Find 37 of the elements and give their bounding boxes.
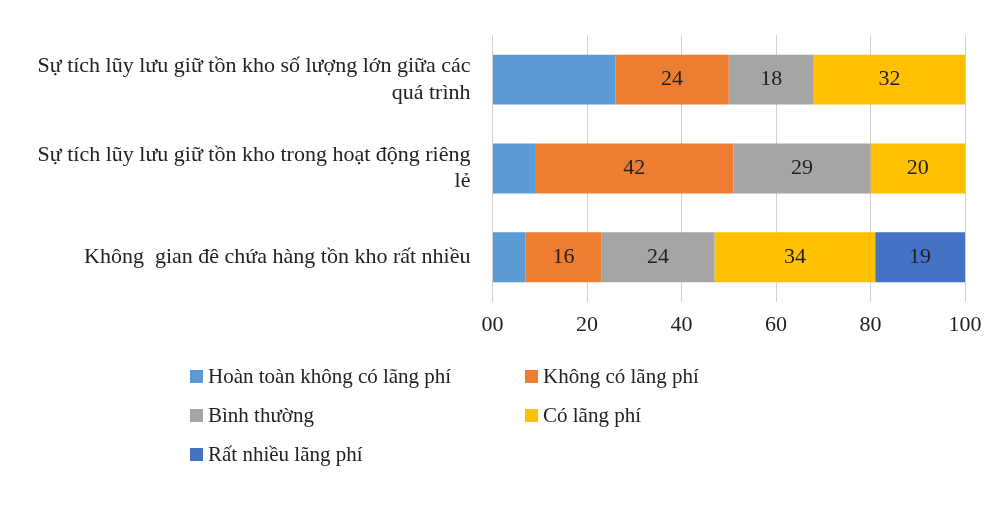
data-label: 32 xyxy=(878,65,901,91)
legend-label: Bình thường xyxy=(208,403,314,428)
legend-label: Không có lãng phí xyxy=(543,364,699,389)
legend-label: Hoàn toàn không có lãng phí xyxy=(208,364,452,389)
data-label: 20 xyxy=(906,154,929,180)
data-label: 34 xyxy=(783,242,806,268)
bar xyxy=(870,143,965,194)
bar xyxy=(493,232,526,283)
y-tick-label: Sự tích lũy lưu giữ tồn kho trong hoạt động riêng lẻ xyxy=(37,140,471,193)
data-label: 19 xyxy=(909,242,932,268)
bar xyxy=(525,232,602,283)
x-tick-label: 60 xyxy=(765,310,787,336)
x-tick-label: 00 xyxy=(481,310,504,336)
bar xyxy=(733,143,871,194)
y-tick-label: Không gian đê chứa hàng tồn kho rất nhiều xyxy=(84,242,471,268)
legend-label: Rất nhiều lãng phí xyxy=(208,442,363,467)
bar xyxy=(493,143,536,194)
bar xyxy=(615,54,729,105)
data-label: 24 xyxy=(646,242,669,268)
bar xyxy=(601,232,715,283)
data-label: 24 xyxy=(661,65,684,91)
y-tick-label: Sự tích lũy lưu giữ tồn kho số lượng lớn giữa các quá trình xyxy=(37,52,471,104)
bar xyxy=(875,232,965,283)
bar xyxy=(493,54,616,105)
data-label: 42 xyxy=(623,154,646,180)
data-label: 29 xyxy=(790,154,813,180)
bar xyxy=(813,54,965,105)
x-tick-label: 80 xyxy=(859,310,882,336)
legend-label: Có lãng phí xyxy=(543,403,641,428)
bar xyxy=(728,54,814,105)
x-tick-label: 100 xyxy=(948,310,982,336)
x-tick-label: 20 xyxy=(576,310,598,336)
bar xyxy=(714,232,876,283)
bar xyxy=(535,143,734,194)
data-label: 16 xyxy=(552,242,575,268)
data-label: 18 xyxy=(760,65,783,91)
x-tick-label: 40 xyxy=(670,310,693,336)
